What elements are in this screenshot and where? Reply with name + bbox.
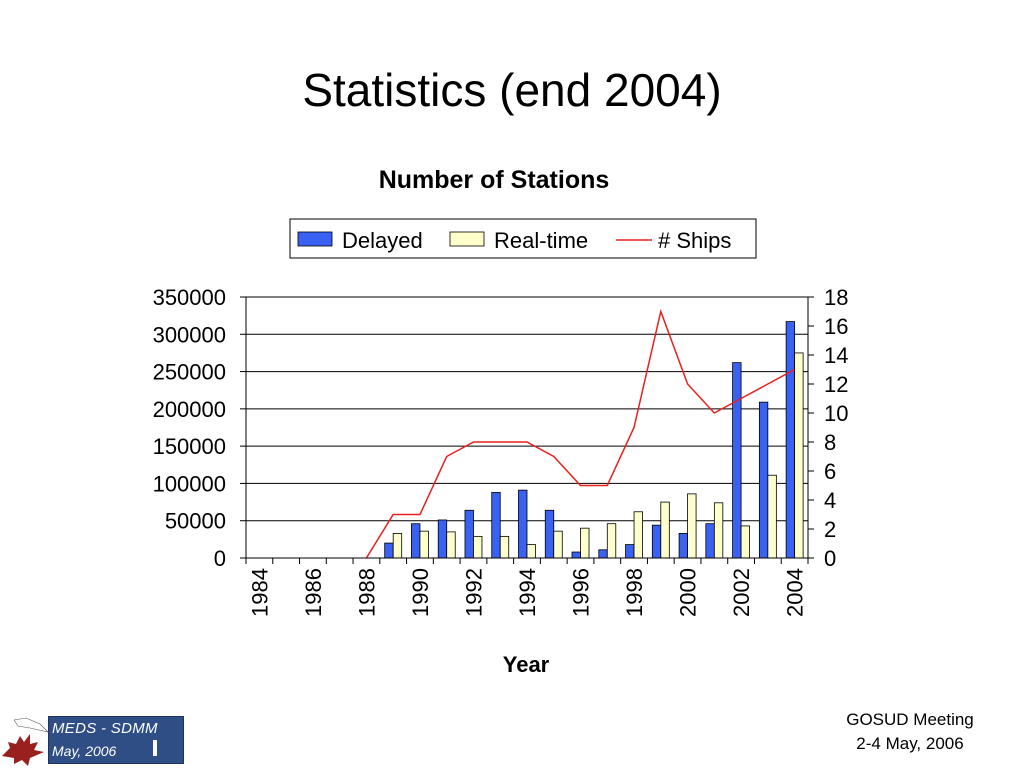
bar-realtime [553,530,563,559]
y-tick-label: 100000 [153,471,226,496]
bar-delayed [384,542,394,559]
maple-leaf-icon [2,717,49,766]
bar-realtime [767,474,777,559]
x-tick-label: 1998 [622,568,647,617]
bar-delayed [625,544,635,559]
bar-realtime [794,352,804,559]
bar-delayed [758,401,769,559]
logo-title: MEDS - SDMM [52,720,158,737]
legend-swatch-delayed [297,231,333,247]
x-tick-label: 2004 [783,568,808,617]
x-tick-label: 2002 [729,568,754,617]
bar-realtime [633,511,643,559]
y-tick-label: 250000 [153,360,226,385]
bar-realtime [740,525,750,559]
x-tick-label: 1986 [301,568,326,617]
y2-tick-label: 4 [824,488,836,513]
x-tick-label: 1992 [461,568,486,617]
bar-realtime [473,535,483,559]
y-tick-label: 50000 [165,509,226,534]
bar-realtime [687,493,697,559]
y2-tick-label: 18 [824,285,848,310]
footer-meeting-name: GOSUD Meeting [846,710,974,729]
bar-delayed [544,509,555,559]
bar-realtime [446,531,456,559]
bar-delayed [732,362,742,559]
y-tick-label: 200000 [153,397,226,422]
meds-logo: MEDS - SDMM May, 2006 [0,712,190,768]
slide-title: Statistics (end 2004) [302,64,722,116]
footer-meeting-date: 2-4 May, 2006 [856,734,964,753]
bar-realtime [580,527,590,559]
bar-delayed [491,491,501,559]
bar-delayed [437,519,448,559]
bar-delayed [571,551,581,559]
bar-realtime [392,532,403,559]
line-ships [365,308,795,559]
y-tick-label: 300000 [153,322,226,347]
bar-delayed [678,532,688,559]
legend-label-ships: # Ships [658,228,731,253]
legend-label-realtime: Real-time [494,228,588,253]
meeting-footer: GOSUD Meeting 2-4 May, 2006 [810,708,1010,756]
y-tick-label: 150000 [153,434,226,459]
x-tick-label: 2000 [676,568,701,617]
y2-tick-label: 12 [824,372,848,397]
bar-realtime [713,502,724,559]
y2-tick-label: 6 [824,459,836,484]
bar-realtime [606,523,617,559]
y2-tick-label: 8 [824,430,836,455]
bar-realtime [660,501,670,559]
y-tick-label: 350000 [153,285,226,310]
legend-swatch-realtime [449,231,485,247]
x-axis-title: Year [503,652,550,677]
logo-date: May, 2006 [52,743,117,759]
y-tick-label: 0 [214,546,226,571]
bar-delayed [411,523,421,559]
chart-title: Number of Stations [379,166,610,194]
bar-delayed [598,549,608,559]
legend-box [289,218,757,259]
bar-realtime [526,544,536,559]
logo-bar [153,740,157,756]
y2-tick-label: 16 [824,314,848,339]
bar-delayed [651,524,662,559]
logo-banner [48,716,184,764]
y2-tick-label: 2 [824,517,836,542]
x-tick-label: 1984 [247,568,272,617]
bar-realtime [499,535,510,559]
y2-tick-label: 10 [824,401,848,426]
legend-label-delayed: Delayed [342,228,423,253]
y2-tick-label: 14 [824,343,848,368]
x-tick-label: 1990 [408,568,433,617]
bar-delayed [518,489,528,559]
bar-delayed [785,321,796,559]
bar-delayed [705,523,715,559]
x-tick-label: 1988 [354,568,379,617]
y2-tick-label: 0 [824,546,836,571]
x-tick-label: 1996 [569,568,594,617]
x-tick-label: 1994 [515,568,540,617]
bar-delayed [464,509,474,559]
bar-realtime [419,530,429,559]
